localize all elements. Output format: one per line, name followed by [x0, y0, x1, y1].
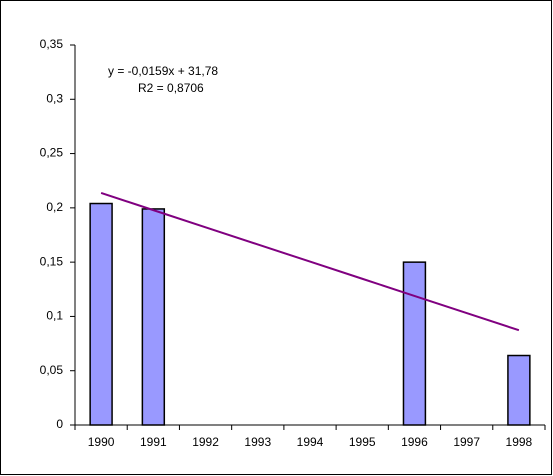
bar: [507, 354, 531, 426]
y-tick-label: 0,15: [40, 254, 64, 268]
y-tick-label: 0,1: [46, 309, 63, 323]
trendline: [100, 192, 520, 332]
y-tick-label: 0,2: [46, 200, 63, 214]
y-tick-label: 0,3: [46, 91, 63, 105]
y-tick-label: 0: [56, 417, 63, 431]
x-tick-label: 1995: [349, 435, 376, 449]
bar: [89, 202, 113, 426]
x-tick-label: 1991: [140, 435, 167, 449]
x-tick-label: 1994: [297, 435, 324, 449]
y-tick-label: 0,25: [40, 146, 64, 160]
x-tick-label: 1992: [192, 435, 219, 449]
trend-r2: R2 = 0,8706: [138, 81, 204, 95]
x-tick-label: 1990: [88, 435, 115, 449]
x-tick-label: 1996: [401, 435, 428, 449]
x-tick-label: 1997: [453, 435, 480, 449]
bar: [141, 208, 166, 426]
bar: [402, 261, 427, 426]
y-tick-label: 0,35: [40, 37, 64, 51]
y-tick-label: 0,05: [40, 363, 64, 377]
trend-equation: y = -0,0159x + 31,78: [108, 64, 218, 78]
x-tick-label: 1993: [244, 435, 271, 449]
x-tick-label: 1998: [506, 435, 533, 449]
